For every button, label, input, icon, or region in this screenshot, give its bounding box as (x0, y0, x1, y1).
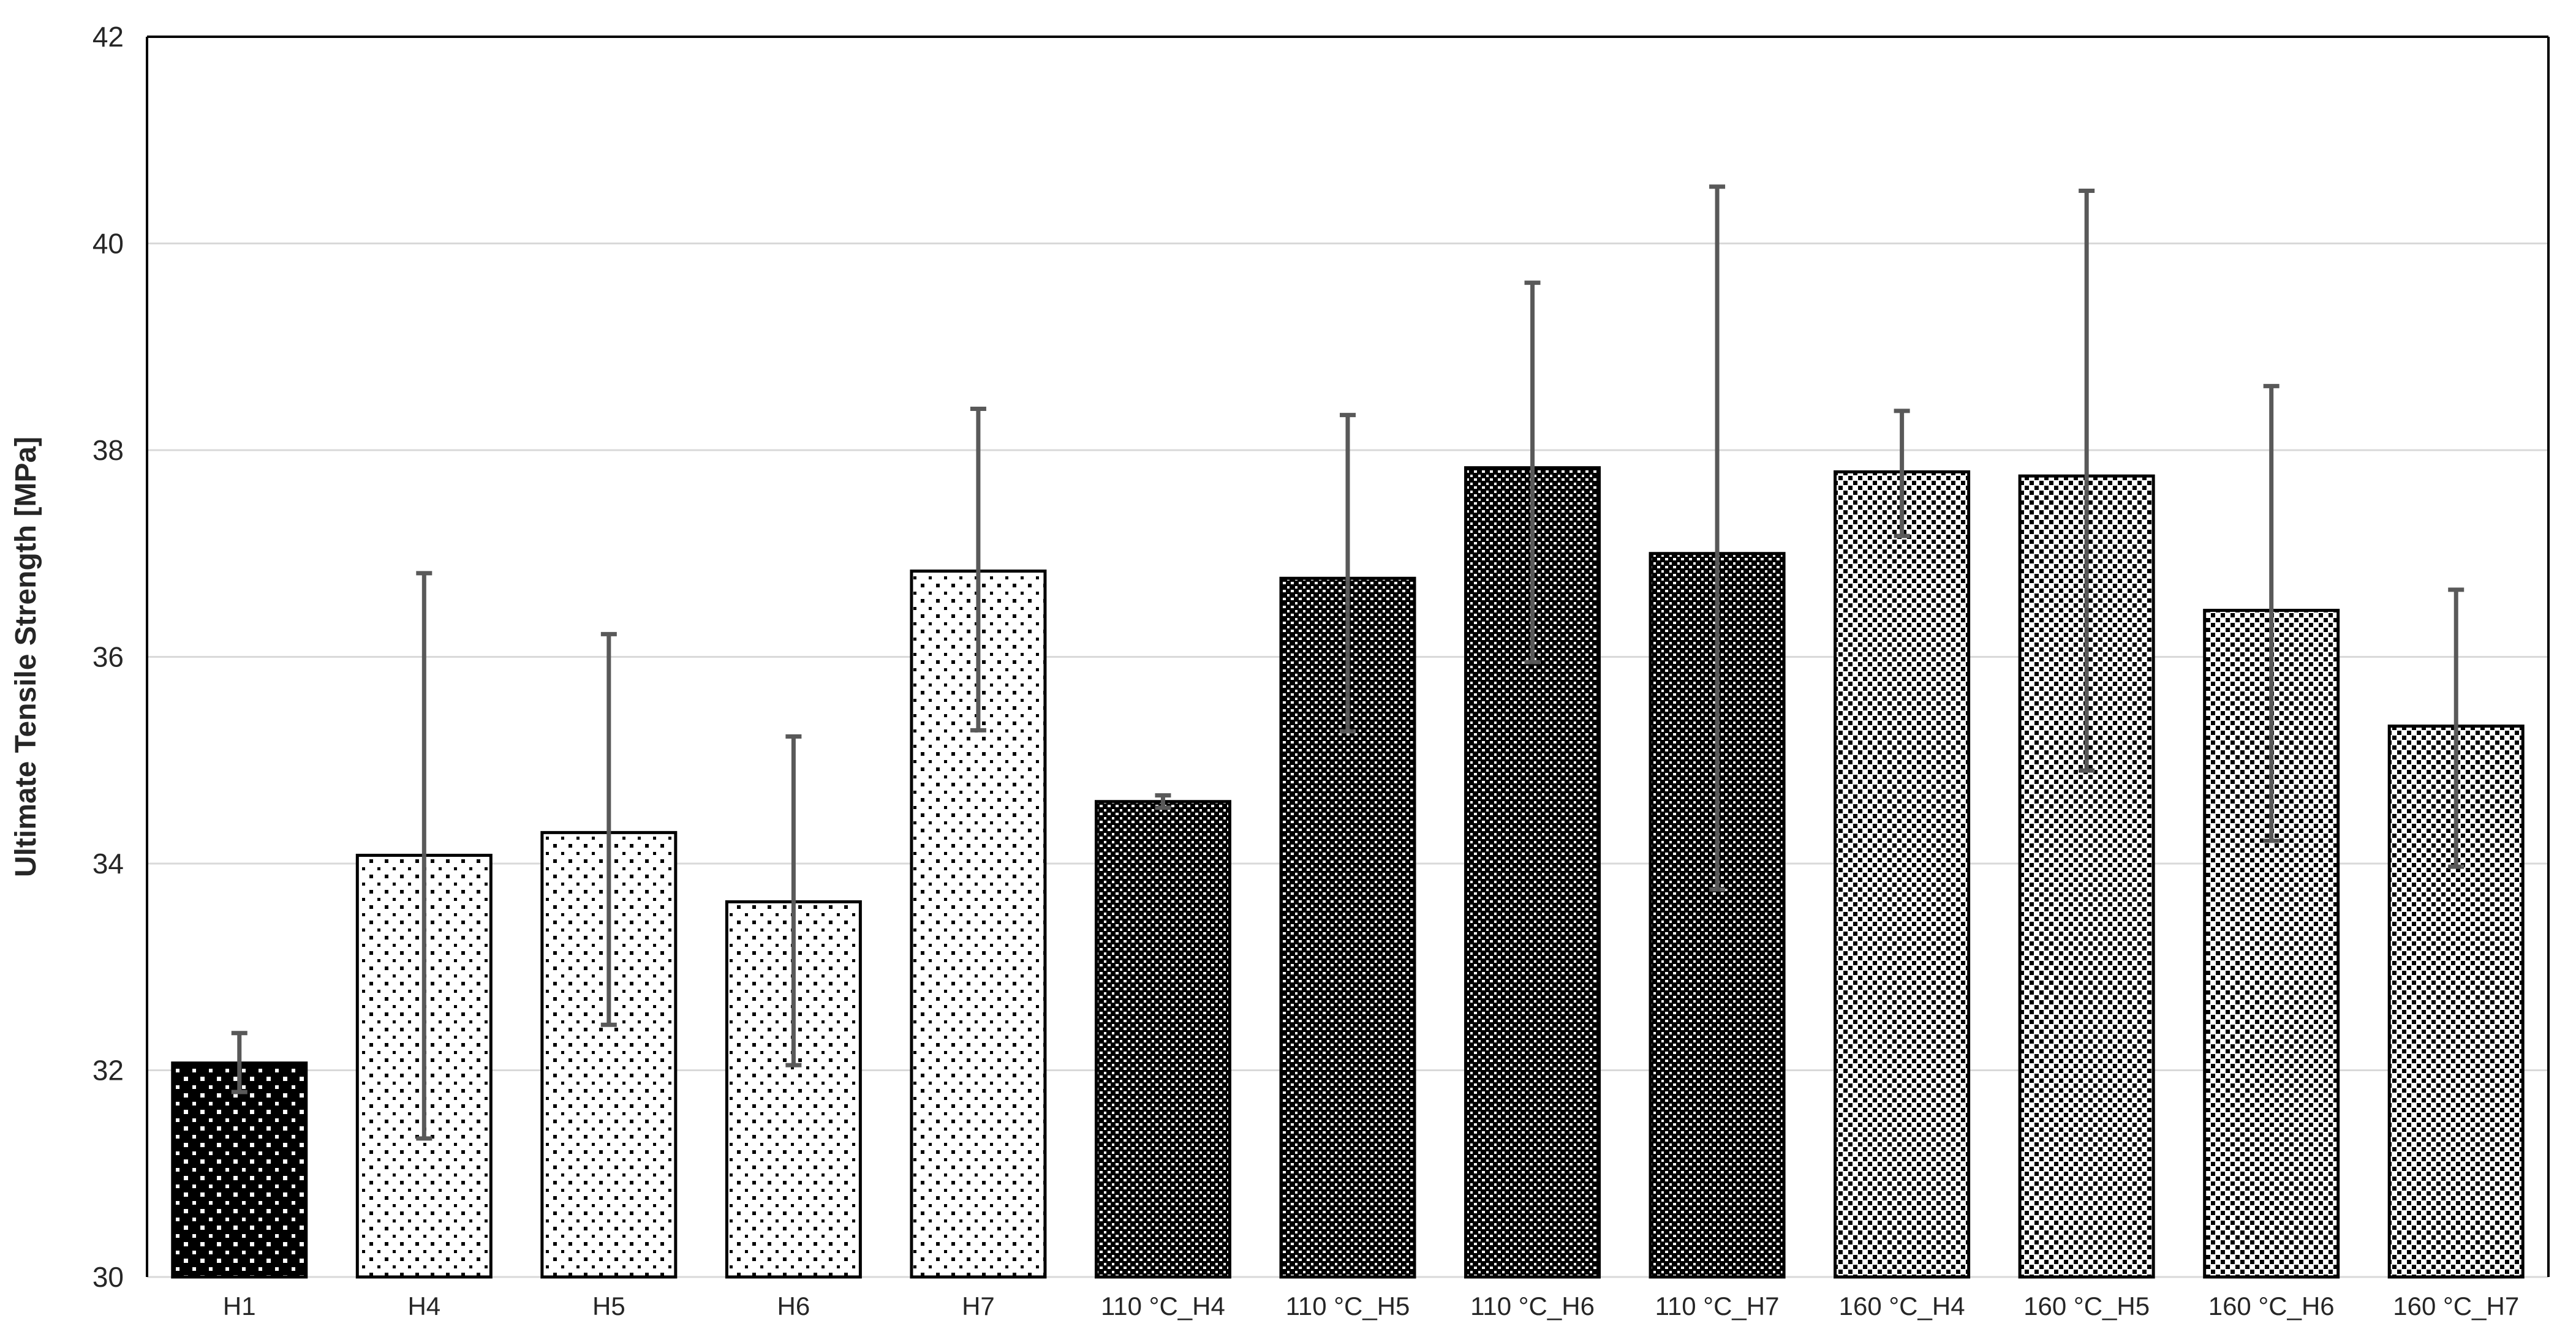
y-tick-label-38: 38 (93, 434, 124, 466)
y-tick-label-30: 30 (93, 1261, 124, 1293)
x-category-label-H5: H5 (592, 1292, 625, 1320)
bar-H1 (171, 1061, 308, 1279)
bar-160 °C_H4 (1834, 470, 1971, 1279)
y-tick-label-34: 34 (93, 848, 124, 879)
x-category-label-160 °C_H6: 160 °C_H6 (2208, 1292, 2335, 1320)
y-tick-label-42: 42 (93, 21, 124, 53)
x-category-label-110 °C_H5: 110 °C_H5 (1286, 1292, 1410, 1320)
x-category-label-160 °C_H7: 160 °C_H7 (2393, 1292, 2519, 1320)
x-category-label-H7: H7 (962, 1292, 995, 1320)
x-category-label-110 °C_H4: 110 °C_H4 (1101, 1292, 1225, 1320)
x-category-label-H6: H6 (777, 1292, 810, 1320)
x-category-label-110 °C_H7: 110 °C_H7 (1655, 1292, 1780, 1320)
y-tick-label-32: 32 (93, 1055, 124, 1087)
y-axis-title: Ultimate Tensile Strength [MPa] (10, 437, 42, 877)
y-tick-label-40: 40 (93, 228, 124, 260)
x-category-label-110 °C_H6: 110 °C_H6 (1470, 1292, 1595, 1320)
x-category-label-H4: H4 (407, 1292, 440, 1320)
bar-H6 (725, 900, 862, 1279)
bar-110 °C_H4 (1094, 800, 1231, 1279)
x-category-label-160 °C_H5: 160 °C_H5 (2023, 1292, 2150, 1320)
x-category-label-H1: H1 (223, 1292, 256, 1320)
x-category-label-160 °C_H4: 160 °C_H4 (1839, 1292, 1965, 1320)
bar-H5 (540, 830, 678, 1279)
y-tick-label-36: 36 (93, 641, 124, 673)
